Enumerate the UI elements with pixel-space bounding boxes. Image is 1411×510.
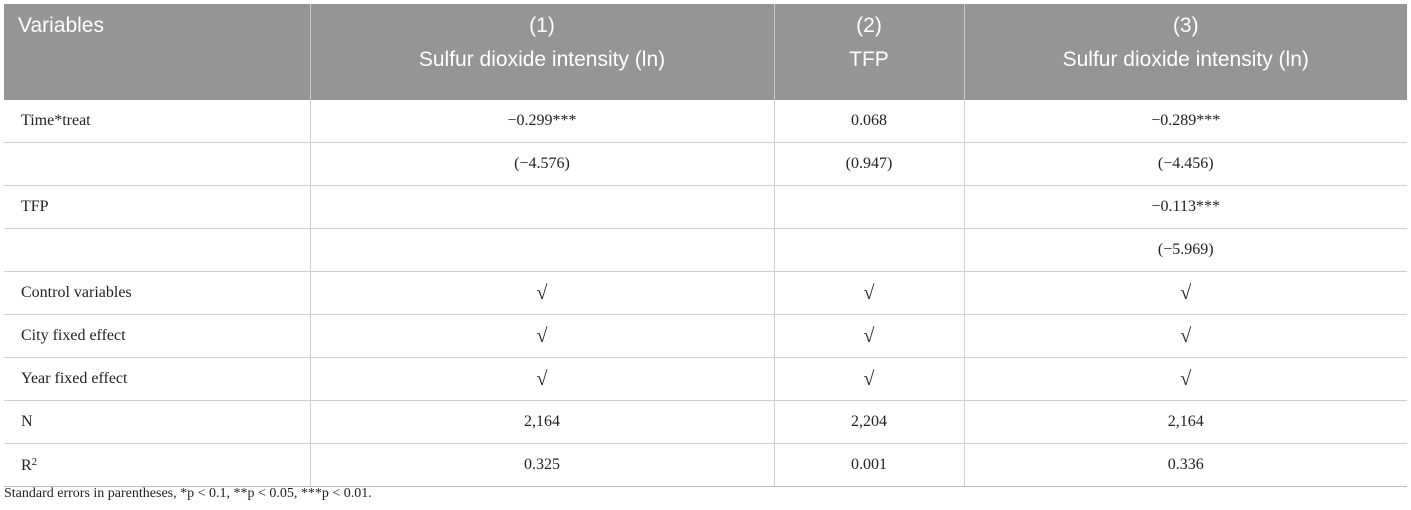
row-label: City fixed effect (4, 314, 310, 358)
table-header: Variables (1) Sulfur dioxide intensity (… (4, 4, 1407, 100)
table-cell: 0.325 (309, 443, 774, 487)
check-mark: √ (963, 271, 1407, 315)
column-number: (3) (1172, 14, 1199, 37)
table-cell (773, 185, 964, 229)
table-cell: 0.001 (773, 443, 964, 487)
table-cell (309, 228, 774, 272)
table-cell: 0.336 (963, 443, 1407, 487)
table-cell: (−4.576) (309, 142, 774, 186)
row-label (4, 142, 310, 186)
column-header-1: (1) Sulfur dioxide intensity (ln) (309, 4, 774, 100)
row-label: Year fixed effect (4, 357, 310, 401)
table-cell: (−4.456) (963, 142, 1407, 186)
check-mark: √ (963, 314, 1407, 358)
column-number: (1) (529, 14, 555, 37)
table-cell: (0.947) (773, 142, 964, 186)
header-row: Variables (1) Sulfur dioxide intensity (… (4, 4, 1407, 100)
row-label: TFP (4, 185, 310, 229)
check-mark: √ (309, 271, 774, 315)
table-row: N 2,164 2,204 2,164 (4, 400, 1407, 444)
check-mark: √ (309, 357, 774, 401)
table-cell: −0.113*** (963, 185, 1407, 229)
regression-results-table: Variables (1) Sulfur dioxide intensity (… (4, 4, 1407, 487)
check-mark: √ (773, 271, 964, 315)
table-row: Time*treat −0.299*** 0.068 −0.289*** (4, 100, 1407, 143)
table-row: TFP −0.113*** (4, 185, 1407, 229)
table-cell: −0.299*** (309, 100, 774, 143)
dependent-variable-label: TFP (849, 48, 889, 71)
column-header-3: (3) Sulfur dioxide intensity (ln) (963, 4, 1407, 100)
row-label-r-squared: R2 (4, 443, 310, 487)
row-label (4, 228, 310, 272)
check-mark: √ (963, 357, 1407, 401)
table-cell: 2,204 (773, 400, 964, 444)
table-body: Time*treat −0.299*** 0.068 −0.289*** (−4… (4, 100, 1407, 487)
table-row: (−4.576) (0.947) (−4.456) (4, 142, 1407, 186)
row-label: N (4, 400, 310, 444)
table-row: (−5.969) (4, 228, 1407, 272)
dependent-variable-label: Sulfur dioxide intensity (ln) (1062, 48, 1309, 71)
table-cell: (−5.969) (963, 228, 1407, 272)
table-cell: 0.068 (773, 100, 964, 143)
table-row: City fixed effect √ √ √ (4, 314, 1407, 358)
table-cell: 2,164 (309, 400, 774, 444)
table-row: Year fixed effect √ √ √ (4, 357, 1407, 401)
table-cell (309, 185, 774, 229)
variables-header: Variables (4, 4, 310, 100)
table-cell: 2,164 (963, 400, 1407, 444)
row-label: Time*treat (4, 100, 310, 143)
table-footnote: Standard errors in parentheses, *p < 0.1… (4, 486, 372, 501)
dependent-variable-label: Sulfur dioxide intensity (ln) (418, 48, 666, 71)
check-mark: √ (773, 314, 964, 358)
column-header-2: (2) TFP (773, 4, 964, 100)
check-mark: √ (773, 357, 964, 401)
r-squared-symbol: R (21, 456, 32, 474)
column-number: (2) (856, 14, 882, 37)
r-squared-exponent: 2 (31, 455, 38, 468)
row-label: Control variables (4, 271, 310, 315)
table-cell: −0.289*** (963, 100, 1407, 143)
table-cell (773, 228, 964, 272)
table-row: R2 0.325 0.001 0.336 (4, 443, 1407, 487)
table-row: Control variables √ √ √ (4, 271, 1407, 315)
check-mark: √ (309, 314, 774, 358)
